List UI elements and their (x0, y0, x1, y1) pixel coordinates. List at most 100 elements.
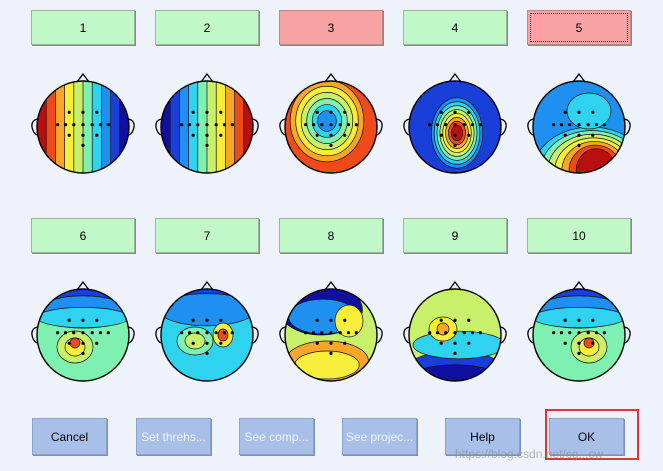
component-button-8[interactable]: 8 (279, 218, 383, 253)
component-label: 4 (451, 20, 459, 35)
topomap-svg (31, 280, 135, 382)
contour-band (64, 81, 75, 173)
electrode-dot (577, 110, 581, 114)
nose-mark (448, 72, 462, 83)
component-button-9[interactable]: 9 (403, 218, 507, 253)
electrode-dot (338, 123, 342, 127)
topomap-9[interactable] (403, 274, 507, 394)
electrode-dot (205, 351, 209, 355)
electrode-dot (453, 331, 457, 335)
electrode-dot (67, 110, 71, 114)
right-ear-mark (500, 326, 507, 344)
head-outline (160, 80, 254, 174)
electrode-dot (591, 318, 595, 322)
electrode-dot (563, 318, 567, 322)
contour-band (317, 110, 337, 132)
electrode-dot (435, 331, 440, 335)
left-ear-mark (31, 326, 38, 344)
component-button-10[interactable]: 10 (527, 218, 631, 253)
topomap-7[interactable] (155, 274, 259, 394)
contour-band (184, 332, 206, 350)
component-button-7[interactable]: 7 (155, 218, 259, 253)
electrode-dot (453, 123, 457, 127)
contour-band (206, 81, 218, 173)
electrode-dot (577, 143, 581, 147)
electrode-dot (453, 133, 457, 137)
electrode-dot (470, 123, 475, 127)
watermark-text: https://blog.csdn.net/cg...cw (455, 447, 604, 461)
topomap-5[interactable] (527, 66, 631, 186)
component-button-4[interactable]: 4 (403, 10, 507, 45)
electrode-dot (568, 123, 572, 127)
electrode-dot (106, 123, 110, 127)
help-button[interactable]: Help (445, 418, 520, 455)
electrode-dot (346, 331, 351, 335)
electrode-dot (81, 110, 85, 114)
right-ear-mark (376, 118, 383, 136)
component-button-1[interactable]: 1 (31, 10, 135, 45)
cancel-button[interactable]: Cancel (32, 418, 107, 455)
contour-band (243, 81, 253, 173)
electrode-dot (577, 318, 581, 322)
electrode-dot (230, 331, 234, 335)
topomap-svg (403, 280, 507, 382)
electrode-dot (467, 133, 471, 137)
contour-band (55, 81, 66, 173)
electrode-dot (222, 331, 227, 335)
component-button-5[interactable]: 5 (527, 10, 631, 45)
contour-band (294, 350, 360, 380)
electrode-dot (591, 110, 595, 114)
electrode-dot (478, 331, 482, 335)
topomap-4[interactable] (403, 66, 507, 186)
electrode-dot (343, 341, 347, 345)
topomap-2[interactable] (155, 66, 259, 186)
contour-band (69, 337, 81, 349)
contour-band (188, 81, 199, 173)
electrode-dot (354, 331, 358, 335)
component-button-6[interactable]: 6 (31, 218, 135, 253)
topomap-svg (155, 280, 259, 382)
topomap-1[interactable] (31, 66, 135, 186)
electrode-dot (343, 318, 347, 322)
component-label: 6 (79, 228, 87, 243)
ok-button[interactable]: OK (549, 418, 624, 455)
electrode-dot (222, 123, 227, 127)
topomap-svg (279, 280, 383, 382)
contour-band (101, 81, 112, 173)
electrode-dot (90, 123, 94, 127)
electrode-dot (559, 331, 564, 335)
electrode-dot (311, 331, 316, 335)
topomap-svg (31, 72, 135, 174)
component-button-3[interactable]: 3 (279, 10, 383, 45)
electrode-dot (453, 351, 457, 355)
topomap-3[interactable] (279, 66, 383, 186)
electrode-dot (304, 331, 308, 335)
electrode-dot (219, 133, 223, 137)
head-outline (408, 288, 502, 382)
electrode-dot (67, 133, 71, 137)
contour-band (566, 92, 612, 130)
see-projection-button: See projec... (342, 418, 417, 455)
electrode-dot (577, 133, 581, 137)
right-ear-mark (500, 118, 507, 136)
contour-band (197, 81, 208, 173)
electrode-dot (329, 331, 333, 335)
see-component-button: See comp... (239, 418, 314, 455)
electrode-dot (81, 318, 85, 322)
electrode-dot (563, 110, 567, 114)
electrode-dot (586, 331, 590, 335)
topomap-8[interactable] (279, 274, 383, 394)
head-outline (36, 288, 130, 382)
component-button-2[interactable]: 2 (155, 10, 259, 45)
left-ear-mark (155, 326, 162, 344)
left-ear-mark (403, 326, 410, 344)
electrode-dot (467, 341, 471, 345)
electrode-dot (343, 133, 347, 137)
electrode-dot (453, 318, 457, 322)
topomap-10[interactable] (527, 274, 631, 394)
electrode-dot (219, 318, 223, 322)
nose-mark (76, 280, 90, 291)
topomap-6[interactable] (31, 274, 135, 394)
left-ear-mark (403, 118, 410, 136)
contour-band (412, 330, 501, 360)
